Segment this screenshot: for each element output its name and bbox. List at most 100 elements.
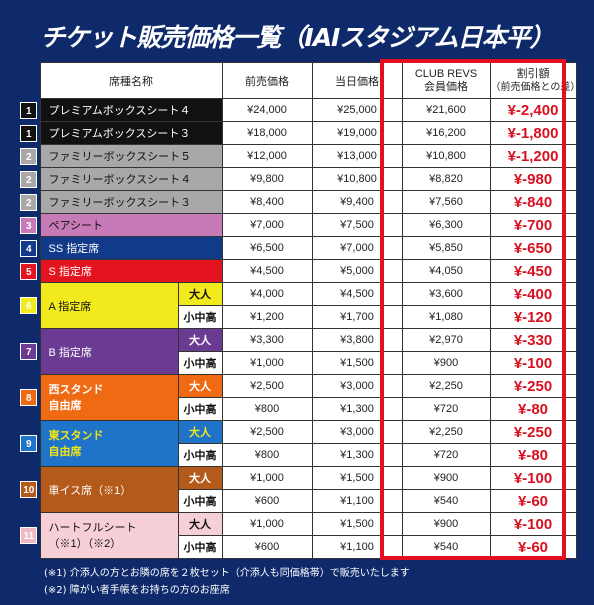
member-price: ¥6,300 xyxy=(401,213,491,237)
rank-badge: 9 xyxy=(20,435,38,452)
advance-price: ¥2,500 xyxy=(221,420,313,444)
page-title: チケット販売価格一覧（IAIスタジアム日本平） xyxy=(40,23,554,52)
discount-amount: ¥-60 xyxy=(489,535,577,559)
discount-amount: ¥-60 xyxy=(489,489,577,513)
discount-amount: ¥-840 xyxy=(489,190,577,214)
same-day-price: ¥3,800 xyxy=(311,328,403,352)
same-day-price: ¥3,000 xyxy=(311,374,403,398)
seat-name-cell: 東スタンド 自由席 xyxy=(39,420,179,467)
seat-name: ファミリーボックスシート５ xyxy=(48,151,192,163)
table-row: 1 プレミアムボックスシート４ ¥24,000 ¥25,000 ¥21,600 ¥-2,4… xyxy=(18,98,577,122)
member-price: ¥4,050 xyxy=(401,259,491,283)
discount-amount: ¥-980 xyxy=(489,167,577,191)
same-day-price: ¥13,000 xyxy=(311,144,403,168)
advance-price: ¥800 xyxy=(221,397,313,421)
discount-amount: ¥-2,400 xyxy=(489,98,577,122)
ticket-type-cell: 小中高 xyxy=(177,443,223,467)
discount-amount: ¥-1,200 xyxy=(489,144,577,168)
rank-cell: 2 xyxy=(18,190,40,214)
seat-name-line2: （※1）（※2） xyxy=(48,537,122,550)
header-discount-line1: 割引額 xyxy=(516,67,550,80)
table-row: 11 ハートフルシート （※1）（※2） 大人 ¥1,000 ¥1,500 ¥900 ¥-10… xyxy=(18,512,577,559)
advance-price: ¥6,500 xyxy=(221,236,313,260)
table-row: 小中高 ¥800 ¥1,300 ¥720 ¥-80 xyxy=(18,397,577,421)
header-member: CLUB REVS 会員価格 xyxy=(401,62,491,99)
rank-badge: 2 xyxy=(20,193,38,211)
ticket-type-cell: 小中高 xyxy=(177,351,223,375)
same-day-price: ¥5,000 xyxy=(311,259,403,283)
same-day-price: ¥1,300 xyxy=(311,443,403,467)
same-day-price: ¥3,000 xyxy=(311,420,403,444)
same-day-price: ¥1,100 xyxy=(311,535,403,559)
table-row: 2 ファミリーボックスシート５ ¥12,000 ¥13,000 ¥10,800 ¥-1,2… xyxy=(18,144,577,168)
seat-name: 東スタンド xyxy=(48,429,104,442)
same-day-price: ¥1,500 xyxy=(311,512,403,536)
discount-amount: ¥-250 xyxy=(489,374,577,398)
rank-cell: 8 xyxy=(18,374,40,421)
header-discount: 割引額 （前売価格との差） xyxy=(489,62,577,99)
seat-name: ペアシート xyxy=(48,220,104,232)
table-row: 4 SS 指定席 ¥6,500 ¥7,000 ¥5,850 ¥-650 xyxy=(18,236,577,260)
same-day-price: ¥1,100 xyxy=(311,489,403,513)
seat-name-line2: 自由席 xyxy=(48,399,82,412)
rank-badge: 1 xyxy=(20,124,38,142)
table-row: 9 東スタンド 自由席 大人 ¥2,500 ¥3,000 ¥2,250 ¥-250 xyxy=(18,420,577,467)
seat-name: ハートフルシート xyxy=(48,521,137,534)
same-day-price: ¥9,400 xyxy=(311,190,403,214)
advance-price: ¥9,800 xyxy=(221,167,313,191)
seat-name-cell: ファミリーボックスシート３ xyxy=(39,190,223,214)
advance-price: ¥7,000 xyxy=(221,213,313,237)
advance-price: ¥600 xyxy=(221,489,313,513)
footnote-2: (※2) 障がい者手帳をお持ちの方のお座席 xyxy=(44,585,230,596)
table-row: 2 ファミリーボックスシート３ ¥8,400 ¥9,400 ¥7,560 ¥-840 xyxy=(18,190,577,214)
advance-price: ¥800 xyxy=(221,443,313,467)
rank-badge: 6 xyxy=(20,297,38,314)
header-advance: 前売価格 xyxy=(221,62,313,99)
advance-price: ¥1,000 xyxy=(221,351,313,375)
advance-price: ¥4,000 xyxy=(221,282,313,306)
discount-amount: ¥-120 xyxy=(489,305,577,329)
seat-name: プレミアムボックスシート４ xyxy=(48,105,191,117)
discount-amount: ¥-100 xyxy=(489,351,577,375)
rank-badge: 3 xyxy=(20,216,38,234)
seat-name-cell: B 指定席 xyxy=(39,328,179,375)
member-price: ¥900 xyxy=(401,351,491,375)
rank-badge: 2 xyxy=(20,147,38,165)
same-day-price: ¥1,700 xyxy=(311,305,403,329)
seat-name: B 指定席 xyxy=(48,346,92,359)
table-row: 3 ペアシート ¥7,000 ¥7,500 ¥6,300 ¥-700 xyxy=(18,213,577,237)
table-row: 8 西スタンド 自由席 大人 ¥2,500 ¥3,000 ¥2,250 ¥-250 xyxy=(18,374,577,421)
table-row: 7 B 指定席 大人 ¥3,300 ¥3,800 ¥2,970 ¥-330 xyxy=(18,328,577,375)
member-price: ¥8,820 xyxy=(401,167,491,191)
table-row: 10 車イス席（※1） 大人 ¥1,000 ¥1,500 ¥900 ¥-100 xyxy=(18,466,577,513)
advance-price: ¥1,200 xyxy=(221,305,313,329)
seat-name: S 指定席 xyxy=(48,266,92,278)
same-day-price: ¥1,500 xyxy=(311,351,403,375)
rank-cell: 6 xyxy=(18,282,40,329)
seat-name-cell: ハートフルシート （※1）（※2） xyxy=(39,512,179,559)
member-price: ¥720 xyxy=(401,443,491,467)
rank-badge: 10 xyxy=(20,481,38,498)
rank-cell: 2 xyxy=(18,167,40,191)
member-price: ¥2,970 xyxy=(401,328,491,352)
rank-badge: 2 xyxy=(20,170,38,188)
rank-cell: 4 xyxy=(18,236,40,260)
rank-badge: 7 xyxy=(20,343,38,360)
seat-name-cell: ファミリーボックスシート５ xyxy=(39,144,223,168)
seat-name: プレミアムボックスシート３ xyxy=(48,128,191,140)
discount-amount: ¥-700 xyxy=(489,213,577,237)
rank-cell: 2 xyxy=(18,144,40,168)
seat-name: 西スタンド xyxy=(48,383,104,396)
rank-cell: 3 xyxy=(18,213,40,237)
ticket-type-cell: 小中高 xyxy=(177,489,223,513)
table-row: 小中高 ¥1,200 ¥1,700 ¥1,080 ¥-120 xyxy=(18,305,577,329)
same-day-price: ¥1,300 xyxy=(311,397,403,421)
seat-name-cell: 西スタンド 自由席 xyxy=(39,374,179,421)
member-price: ¥900 xyxy=(401,512,491,536)
seat-name: ファミリーボックスシート３ xyxy=(48,197,192,209)
table-row: 1 プレミアムボックスシート３ ¥18,000 ¥19,000 ¥16,200 ¥-1,8… xyxy=(18,121,577,145)
same-day-price: ¥7,000 xyxy=(311,236,403,260)
discount-amount: ¥-250 xyxy=(489,420,577,444)
discount-amount: ¥-1,800 xyxy=(489,121,577,145)
rank-badge: 11 xyxy=(20,527,38,544)
